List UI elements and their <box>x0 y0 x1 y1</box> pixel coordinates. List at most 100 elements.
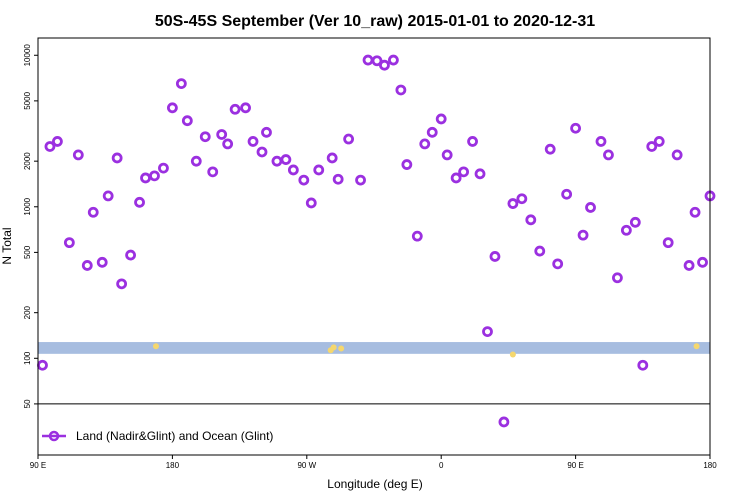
data-point <box>280 154 292 165</box>
data-point <box>81 260 93 271</box>
data-point <box>298 174 310 186</box>
data-point <box>411 230 423 242</box>
data-point <box>544 143 556 155</box>
x-tick-label: 90 E <box>30 461 46 470</box>
data-point <box>166 102 178 114</box>
data-point <box>87 206 99 218</box>
data-point <box>199 131 211 143</box>
data-point <box>116 278 128 290</box>
data-point <box>671 149 683 161</box>
yellow-marker <box>338 345 345 352</box>
x-tick-label: 180 <box>703 461 717 470</box>
x-axis-label: Longitude (deg E) <box>327 477 422 491</box>
data-point <box>653 136 665 147</box>
x-axis-ticks: 90 E 180 90 W 0 90 E 180 <box>30 455 717 470</box>
data-point <box>261 126 272 138</box>
data-point <box>247 136 259 147</box>
yellow-marker <box>152 343 159 350</box>
data-point <box>435 113 447 125</box>
data-point <box>96 256 108 268</box>
data-point <box>305 197 317 209</box>
data-point <box>175 78 187 90</box>
data-point <box>190 155 202 167</box>
x-tick-label: 180 <box>166 461 180 470</box>
data-point <box>697 256 708 268</box>
data-point <box>355 174 366 186</box>
data-point <box>552 258 564 270</box>
data-point <box>419 138 431 150</box>
data-point <box>683 260 695 271</box>
data-point <box>534 245 546 257</box>
data-point <box>595 136 607 147</box>
y-tick-label: 500 <box>23 245 32 259</box>
data-point <box>44 141 56 152</box>
x-tick-label: 0 <box>439 461 444 470</box>
y-tick-label: 50 <box>23 399 32 408</box>
y-axis-ticks: 50 100 200 500 1000 2000 5000 10000 <box>23 44 38 408</box>
yellow-marker <box>327 347 334 354</box>
y-tick-label: 200 <box>23 305 32 319</box>
data-point <box>620 224 632 236</box>
y-tick-label: 5000 <box>23 91 32 109</box>
data-point <box>229 103 241 115</box>
data-point <box>467 136 478 147</box>
data-point <box>134 196 145 208</box>
data-point <box>489 251 501 262</box>
data-point <box>603 149 614 161</box>
data-point <box>570 122 581 134</box>
data-point <box>482 326 493 338</box>
legend-marker <box>48 430 60 442</box>
data-point <box>102 190 114 202</box>
data-point <box>498 416 510 428</box>
data-point <box>646 141 658 152</box>
data-point <box>450 172 462 184</box>
data-point <box>458 166 470 178</box>
data-point <box>426 126 438 138</box>
data-point <box>561 188 573 200</box>
data-point <box>637 359 649 371</box>
yellow-marker <box>693 343 700 350</box>
data-point <box>577 229 589 241</box>
data-point <box>207 166 219 178</box>
x-tick-label: 90 E <box>567 461 583 470</box>
data-point <box>125 249 136 261</box>
data-point <box>585 202 596 213</box>
data-point <box>516 193 528 205</box>
data-point <box>181 115 193 127</box>
legend-entry: Land (Nadir&Glint) and Ocean (Glint) <box>76 429 273 443</box>
data-point <box>379 59 390 71</box>
data-point <box>401 159 413 170</box>
y-tick-label: 10000 <box>23 44 32 67</box>
data-point <box>395 84 407 96</box>
data-point <box>287 164 299 176</box>
x-tick-label: 90 W <box>297 461 316 470</box>
data-point <box>240 102 251 114</box>
data-point <box>256 146 268 158</box>
data-point <box>371 55 383 67</box>
data-point <box>52 136 63 147</box>
yellow-marker-layer <box>152 343 700 358</box>
data-point <box>332 173 344 185</box>
data-point <box>149 170 160 182</box>
y-tick-label: 1000 <box>23 197 32 215</box>
chart-title: 50S-45S September (Ver 10_raw) 2015-01-0… <box>155 13 595 30</box>
data-point <box>612 272 623 284</box>
y-tick-label: 2000 <box>23 152 32 170</box>
data-point <box>72 149 84 161</box>
data-point <box>629 216 641 228</box>
data-point <box>689 206 701 218</box>
data-point <box>313 164 325 176</box>
data-point <box>111 152 123 164</box>
data-point <box>63 237 75 249</box>
data-point <box>474 168 486 180</box>
data-point <box>507 198 519 209</box>
data-point <box>662 237 674 249</box>
plot-frame <box>37 37 711 456</box>
data-point <box>222 138 234 150</box>
y-axis-label: N Total <box>0 227 14 264</box>
band-layer <box>38 342 710 354</box>
data-point <box>441 149 453 161</box>
data-point <box>343 133 355 145</box>
